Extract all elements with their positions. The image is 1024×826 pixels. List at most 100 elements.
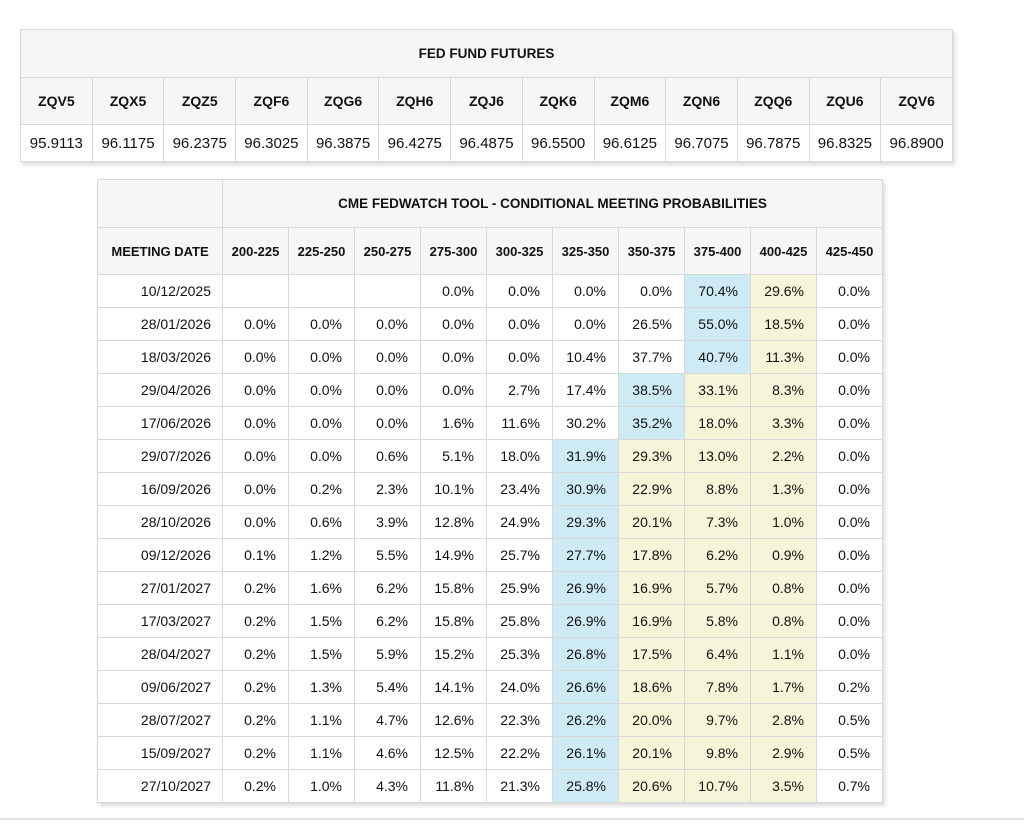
futures-ticker-header: ZQQ6 <box>736 77 810 125</box>
fedwatch-corner-cell <box>97 179 223 228</box>
probability-cell: 0.0% <box>222 439 289 473</box>
futures-price-cell: 96.2375 <box>163 124 237 162</box>
probability-cell: 20.6% <box>618 769 685 803</box>
probability-cell: 0.0% <box>420 307 487 341</box>
probability-cell: 0.2% <box>222 736 289 770</box>
futures-title-row: FED FUND FUTURES <box>20 29 953 78</box>
futures-ticker-header: ZQK6 <box>521 77 595 125</box>
rate-range-header: 200-225 <box>222 227 289 275</box>
probability-cell: 1.1% <box>288 703 355 737</box>
probability-cell: 27.7% <box>552 538 619 572</box>
probability-cell: 1.7% <box>750 670 817 704</box>
probability-cell: 0.0% <box>354 340 421 374</box>
probability-cell: 0.2% <box>222 703 289 737</box>
futures-price-cell: 96.4275 <box>378 124 452 162</box>
futures-price-cell: 96.6125 <box>593 124 667 162</box>
probability-cell: 0.0% <box>354 307 421 341</box>
probability-cell: 15.2% <box>420 637 487 671</box>
probability-cell: 35.2% <box>618 406 685 440</box>
probability-cell: 10.7% <box>684 769 751 803</box>
probability-cell: 12.5% <box>420 736 487 770</box>
probability-cell: 0.0% <box>816 406 883 440</box>
fed-fund-futures-table: FED FUND FUTURES ZQV5 ZQX5 ZQZ5 ZQF6 ZQG6 ZQH… <box>20 29 953 162</box>
probability-cell: 55.0% <box>684 307 751 341</box>
probability-cell: 8.8% <box>684 472 751 506</box>
probability-cell: 1.3% <box>750 472 817 506</box>
probability-cell: 7.3% <box>684 505 751 539</box>
probability-cell: 6.2% <box>684 538 751 572</box>
probability-cell: 0.0% <box>420 373 487 407</box>
meeting-date: 27/01/2027 <box>97 571 223 605</box>
futures-price-cell: 96.3025 <box>235 124 308 162</box>
probability-cell: 15.8% <box>420 571 487 605</box>
meeting-date: 17/06/2026 <box>97 406 223 440</box>
probability-cell: 22.9% <box>618 472 685 506</box>
probability-cell: 11.6% <box>486 406 553 440</box>
meeting-date: 16/09/2026 <box>97 472 223 506</box>
meeting-date: 18/03/2026 <box>97 340 223 374</box>
probability-cell <box>288 274 355 308</box>
probability-cell: 29.3% <box>552 505 619 539</box>
futures-ticker-header: ZQU6 <box>808 77 882 125</box>
meeting-date: 15/09/2027 <box>97 736 223 770</box>
meeting-date: 28/04/2027 <box>97 637 223 671</box>
probability-cell: 11.8% <box>420 769 487 803</box>
probability-cell: 14.9% <box>420 538 487 572</box>
probability-cell: 0.0% <box>354 406 421 440</box>
probability-cell: 0.2% <box>222 670 289 704</box>
futures-value-row: 95.9113 96.1175 96.2375 96.3025 96.3875 96.42… <box>20 124 953 162</box>
probability-cell: 4.6% <box>354 736 421 770</box>
meeting-date: 09/06/2027 <box>97 670 223 704</box>
futures-ticker-header: ZQF6 <box>235 77 308 125</box>
probability-cell: 0.2% <box>222 769 289 803</box>
futures-price-cell: 96.8325 <box>808 124 882 162</box>
probability-cell: 25.8% <box>486 604 553 638</box>
probability-cell: 18.5% <box>750 307 817 341</box>
probability-cell: 18.0% <box>486 439 553 473</box>
probability-cell: 1.5% <box>288 637 355 671</box>
probability-cell: 5.8% <box>684 604 751 638</box>
rate-range-header: 400-425 <box>750 227 817 275</box>
probability-cell: 23.4% <box>486 472 553 506</box>
probability-cell: 26.8% <box>552 637 619 671</box>
probability-cell: 26.5% <box>618 307 685 341</box>
futures-ticker-header: ZQN6 <box>665 77 738 125</box>
probability-cell: 0.0% <box>222 373 289 407</box>
meeting-row: 10/12/2025 0.0% 0.0% 0.0% 0.0% 70.4% 29.6% 0.0% <box>97 274 883 308</box>
meeting-date: 09/12/2026 <box>97 538 223 572</box>
probability-cell: 10.1% <box>420 472 487 506</box>
probability-cell: 24.0% <box>486 670 553 704</box>
rate-range-header: 425-450 <box>816 227 883 275</box>
meeting-date: 10/12/2025 <box>97 274 223 308</box>
fedwatch-table-title: CME FEDWATCH TOOL - CONDITIONAL MEETING … <box>222 179 883 228</box>
probability-cell: 0.0% <box>552 274 619 308</box>
probability-cell: 25.3% <box>486 637 553 671</box>
meeting-row: 15/09/2027 0.2% 1.1% 4.6% 12.5% 22.2% 26.1% 20.… <box>97 736 883 770</box>
probability-cell: 15.8% <box>420 604 487 638</box>
probability-cell: 6.4% <box>684 637 751 671</box>
probability-cell: 0.0% <box>816 538 883 572</box>
probability-cell: 0.8% <box>750 571 817 605</box>
meeting-row: 17/03/2027 0.2% 1.5% 6.2% 15.8% 25.8% 26.9% 16.… <box>97 604 883 638</box>
probability-cell: 21.3% <box>486 769 553 803</box>
probability-cell: 26.6% <box>552 670 619 704</box>
probability-cell: 29.3% <box>618 439 685 473</box>
probability-cell: 40.7% <box>684 340 751 374</box>
probability-cell: 0.2% <box>816 670 883 704</box>
probability-cell: 0.0% <box>222 472 289 506</box>
probability-cell: 20.1% <box>618 505 685 539</box>
probability-cell: 9.7% <box>684 703 751 737</box>
probability-cell: 0.2% <box>222 637 289 671</box>
fedwatch-probabilities-table: CME FEDWATCH TOOL - CONDITIONAL MEETING … <box>97 179 883 803</box>
probability-cell: 1.6% <box>288 571 355 605</box>
meeting-row: 28/04/2027 0.2% 1.5% 5.9% 15.2% 25.3% 26.8% 17.… <box>97 637 883 671</box>
meeting-row: 09/12/2026 0.1% 1.2% 5.5% 14.9% 25.7% 27.7% 17.… <box>97 538 883 572</box>
meeting-row: 29/04/2026 0.0% 0.0% 0.0% 0.0% 2.7% 17.4% 38.5%… <box>97 373 883 407</box>
futures-price-cell: 95.9113 <box>20 124 93 162</box>
probability-cell: 33.1% <box>684 373 751 407</box>
probability-cell: 31.9% <box>552 439 619 473</box>
probability-cell: 0.0% <box>222 505 289 539</box>
probability-cell: 2.3% <box>354 472 421 506</box>
probability-cell: 11.3% <box>750 340 817 374</box>
meeting-row: 18/03/2026 0.0% 0.0% 0.0% 0.0% 0.0% 10.4% 37.7%… <box>97 340 883 374</box>
